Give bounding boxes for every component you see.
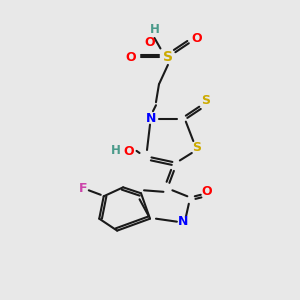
Text: O: O	[124, 145, 134, 158]
Text: S: S	[163, 50, 173, 64]
Text: O: O	[191, 32, 202, 44]
Text: O: O	[125, 51, 136, 64]
Text: H: H	[149, 22, 159, 36]
Text: H: H	[111, 143, 121, 157]
Text: S: S	[192, 140, 201, 154]
Text: N: N	[146, 112, 157, 125]
Text: O: O	[201, 185, 212, 198]
Text: S: S	[201, 94, 210, 107]
Text: F: F	[79, 182, 87, 195]
Text: O: O	[145, 36, 155, 49]
Text: N: N	[178, 215, 188, 228]
